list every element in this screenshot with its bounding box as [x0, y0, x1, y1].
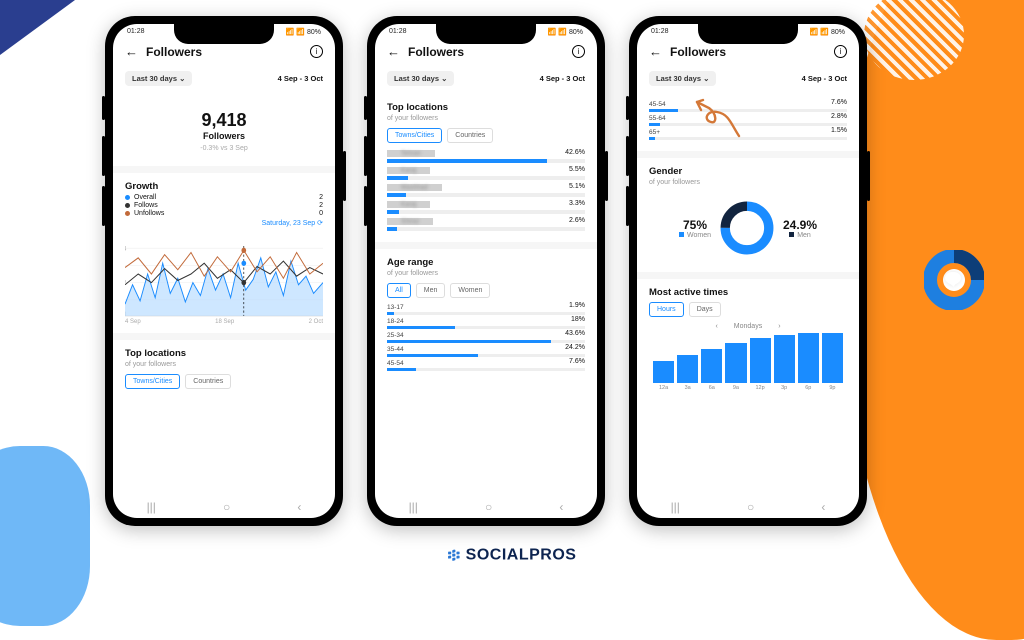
bar-row: Karaj3.3%: [387, 200, 585, 214]
android-nav[interactable]: |||○‹: [637, 500, 859, 514]
legend-item: Follows2: [125, 202, 323, 209]
bg-triangle: [0, 0, 75, 55]
bg-donut-icon: [924, 250, 984, 310]
follower-summary: 9,418 Followers -0.3% vs 3 Sep: [113, 94, 335, 166]
date-range: 4 Sep - 3 Oct: [278, 74, 323, 83]
svg-text:4: 4: [125, 246, 127, 252]
bg-blue-blob: [0, 446, 90, 626]
age-tabs[interactable]: All Men Women: [387, 283, 585, 298]
bar-row: Tehran42.6%: [387, 149, 585, 163]
phone-mockup-2: 01:28📶 📶 80% ← Followers i Last 30 days …: [367, 16, 605, 526]
active-times-tabs[interactable]: Hours Days: [649, 302, 847, 317]
gender-donut: 75%Women 24.9%Men: [649, 192, 847, 264]
day-navigator[interactable]: ‹Mondays›: [649, 323, 847, 330]
bar-row: 35-4424.2%: [387, 346, 585, 357]
bar-row: Shiraz2.6%: [387, 217, 585, 231]
android-nav[interactable]: |||○‹: [375, 500, 597, 514]
page-title: Followers: [146, 45, 302, 59]
bar-row: 13-171.9%: [387, 304, 585, 315]
date-filter-dropdown[interactable]: Last 30 days ⌄: [125, 71, 192, 86]
growth-title: Growth: [125, 181, 323, 192]
info-icon[interactable]: i: [834, 45, 847, 58]
android-nav[interactable]: |||○‹: [113, 500, 335, 514]
locations-title: Top locations: [125, 348, 323, 359]
annotation-arrow-icon: [681, 94, 751, 144]
growth-chart[interactable]: 4 2 0: [125, 231, 323, 317]
info-icon[interactable]: i: [572, 45, 585, 58]
bar-row: Mashhad5.1%: [387, 183, 585, 197]
phone-mockup-3: 01:28📶 📶 80% ← Followers i Last 30 days …: [629, 16, 867, 526]
brand-logo: ፨ SOCIALPROS: [448, 545, 577, 566]
bg-orange-blob: [844, 0, 1024, 640]
back-button[interactable]: ←: [125, 44, 138, 59]
bar-row: 25-3443.6%: [387, 332, 585, 343]
locations-tabs[interactable]: Towns/Cities Countries: [387, 128, 585, 143]
legend-item: Overall2: [125, 194, 323, 201]
bar-row: 45-547.6%: [387, 360, 585, 371]
date-filter-dropdown[interactable]: Last 30 days ⌄: [387, 71, 454, 86]
legend-item: Unfollows0: [125, 210, 323, 217]
bar-row: Karaj5.5%: [387, 166, 585, 180]
locations-tabs[interactable]: Towns/Cities Countries: [125, 374, 323, 389]
back-button[interactable]: ←: [649, 44, 662, 59]
back-button[interactable]: ←: [387, 44, 400, 59]
date-filter-dropdown[interactable]: Last 30 days ⌄: [649, 71, 716, 86]
phone-mockup-1: 01:28📶 📶 80% ← Followers i Last 30 days …: [105, 16, 343, 526]
bar-row: 18-2418%: [387, 318, 585, 329]
chart-annotation: Saturday, 23 Sep ⟳: [125, 219, 323, 227]
info-icon[interactable]: i: [310, 45, 323, 58]
hours-chart: 12a3a6a9a12p3p6p9p: [649, 336, 847, 391]
